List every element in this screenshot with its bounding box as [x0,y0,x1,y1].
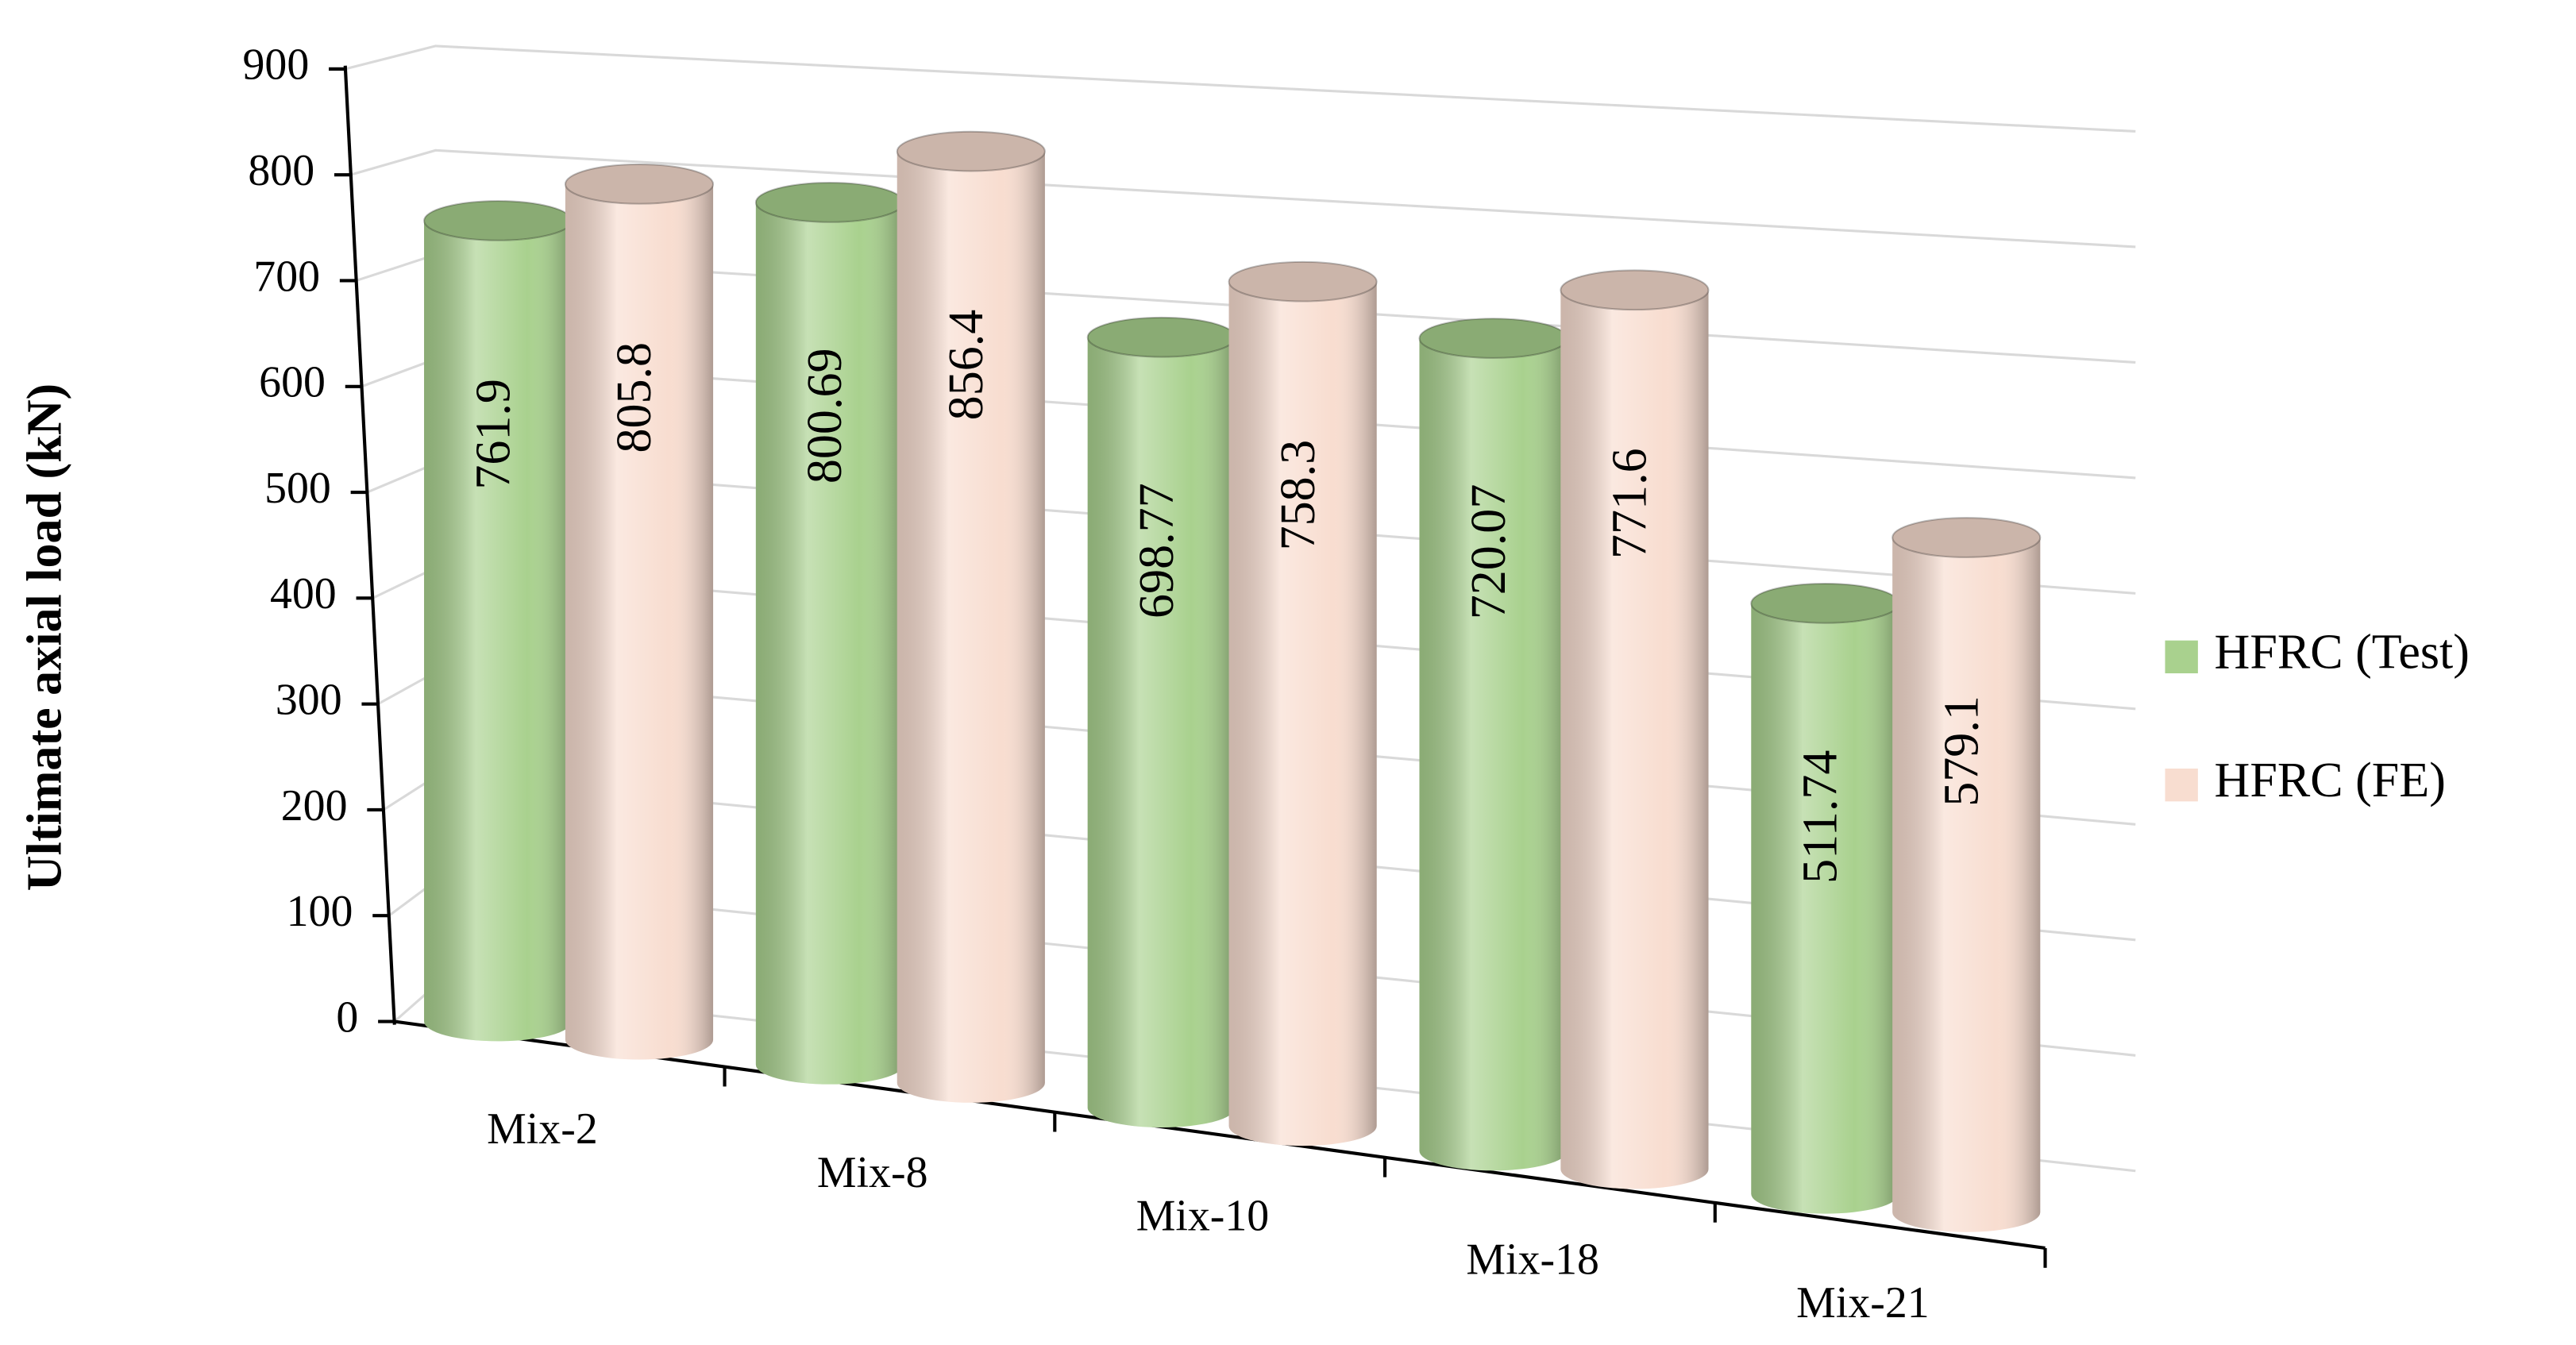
cylinder-top [896,130,1046,172]
cylinder-top [1560,269,1710,311]
x-tick-label: Mix-18 [1466,1235,1599,1284]
x-tick-label: Mix-8 [817,1148,928,1197]
x-axis [394,1019,2046,1251]
value-label: 511.74 [1794,750,1848,884]
value-label: 800.69 [798,348,852,484]
cylinder-shade [1560,290,1709,1189]
legend-swatch [2165,640,2198,674]
y-tick-label: 600 [259,358,326,407]
legend-swatch [2165,769,2198,802]
x-tick-label: Mix-2 [487,1104,598,1154]
value-label: 805.8 [607,342,661,453]
cylinder-shade [565,183,714,1060]
cylinder-shade [1228,281,1377,1147]
x-tick-label: Mix-10 [1136,1192,1269,1241]
y-tick-label: 0 [336,992,358,1042]
grid-line [345,44,2136,133]
value-label: 761.9 [466,379,520,490]
cylinder-top [1228,260,1378,303]
value-label: 720.07 [1462,484,1516,620]
legend-label: HFRC (Test) [2215,626,2470,680]
cylinder-top-shade [897,131,1045,171]
y-tick-label: 100 [287,887,353,936]
y-tick-label: 700 [253,252,320,301]
cylinder-top-shade [565,164,714,204]
cylinder-shade [1892,538,2041,1232]
y-tick-label: 200 [281,781,348,831]
cylinder-shade [755,202,904,1085]
x-tick-label: Mix-21 [1796,1278,1930,1328]
cylinder-shade [1751,603,1899,1214]
cylinder-top-shade [1751,584,1899,623]
cylinder-top-shade [755,183,904,222]
y-tick-label: 800 [248,146,314,195]
value-label: 579.1 [1934,696,1988,807]
grid-line [350,148,2136,249]
cylinder-top-shade [424,201,573,241]
cylinder-top-shade [1087,317,1236,357]
cylinder-shade [424,220,573,1042]
y-tick-label: 300 [276,675,342,724]
y-axis-title: Ultimate axial load (kN) [18,383,72,891]
y-tick-label: 900 [242,40,309,90]
y-axis [343,65,396,1025]
y-tick-label: 400 [270,569,337,619]
value-label: 758.3 [1271,440,1325,551]
cylinder-shade [1087,337,1236,1127]
y-tick-label: 500 [264,464,331,513]
cylinder-shade [1419,338,1568,1171]
cylinder-top [564,163,715,205]
cylinder-top [1892,517,2042,558]
value-label: 856.4 [939,310,993,421]
value-label: 698.77 [1130,483,1184,619]
legend-label: HFRC (FE) [2215,753,2446,807]
value-label: 771.6 [1603,448,1657,559]
cylinder-top-shade [1892,518,2041,557]
cylinder-top-shade [1419,318,1568,358]
cylinder-top-shade [1228,261,1377,302]
cylinder-shade [897,151,1045,1103]
cylinder-top-shade [1560,270,1709,310]
